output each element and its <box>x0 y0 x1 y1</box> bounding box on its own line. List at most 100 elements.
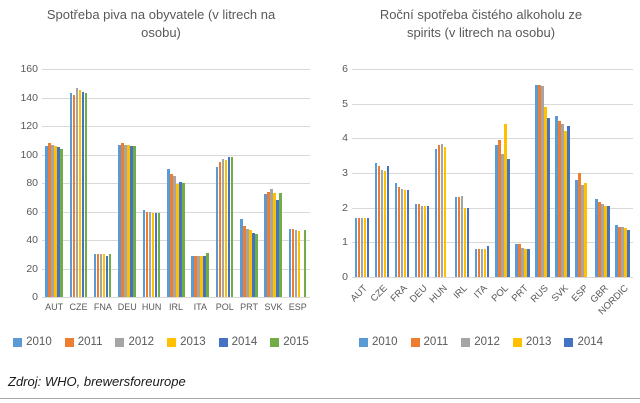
legend-label: 2014 <box>231 336 258 348</box>
bar-2011-NORDIC <box>618 226 621 277</box>
bar-2011-CZE <box>72 94 76 297</box>
bar-2011-DEU <box>121 143 124 297</box>
legend-swatch <box>358 337 368 347</box>
x-category-label: POL <box>215 302 234 312</box>
bar-2013-GBR <box>604 205 607 277</box>
bar-2013-FNA <box>102 254 106 297</box>
bar-2010-ITA <box>191 255 194 297</box>
beer-chart-title: Spotřeba piva na obyvatele (v litrech na… <box>0 6 322 41</box>
source-note: Zdroj: WHO, brewersforeurope <box>8 374 186 389</box>
bar-2010-HUN <box>434 148 438 277</box>
bar-2014-POL <box>507 159 510 277</box>
bar-2014-PRT <box>252 232 255 297</box>
x-category-label: AUT <box>45 302 64 312</box>
bar-2012-SVK <box>561 124 564 277</box>
bar-2013-CZE <box>78 90 82 297</box>
bar-2015-FNA <box>108 254 112 297</box>
legend-label: 2012 <box>128 336 155 348</box>
legend-item-2011: 2011 <box>410 336 448 348</box>
bar-2012-DEU <box>420 205 424 277</box>
gridline <box>352 173 633 174</box>
x-category-label: HUN <box>141 302 162 312</box>
bar-2012-HUN <box>148 211 152 297</box>
bar-2014-SVK <box>567 126 570 277</box>
bar-2011-GBR <box>598 202 601 277</box>
bar-2012-FNA <box>99 254 103 297</box>
legend-item-2014: 2014 <box>564 336 603 348</box>
bar-2012-GBR <box>601 204 604 277</box>
legend-label: 2010 <box>26 336 52 348</box>
legend-label: 2013 <box>525 336 552 348</box>
bar-2014-ITA <box>203 255 206 297</box>
legend-label: 2011 <box>77 336 103 348</box>
bar-2014-CZE <box>386 166 390 277</box>
bar-2010-ITA <box>474 249 478 277</box>
bar-2014-POL <box>227 157 231 297</box>
bar-2010-ESP <box>288 228 292 297</box>
legend-swatch <box>13 337 23 347</box>
bar-2014-SVK <box>276 200 279 297</box>
x-category-label: PRT <box>240 302 258 312</box>
legend-label: 2013 <box>180 336 206 348</box>
bar-2012-PRT <box>246 228 249 297</box>
bar-2014-NORDIC <box>627 230 630 277</box>
bar-2011-FNA <box>96 254 100 297</box>
bar-2015-DEU <box>133 145 136 297</box>
legend-label: 2015 <box>283 336 309 348</box>
bar-2014-AUT <box>366 218 370 277</box>
y-axis-tick-label: 80 <box>26 177 38 189</box>
legend-label: 2010 <box>371 336 398 348</box>
bar-2013-ESP <box>584 183 587 277</box>
y-axis-tick-label: 4 <box>342 132 348 145</box>
legend-item-2015: 2015 <box>270 336 309 348</box>
legend-swatch <box>64 337 74 347</box>
legend-swatch <box>167 337 177 347</box>
beer-chart-title-text: Spotřeba piva na obyvatele (v litrech na… <box>46 7 276 40</box>
bar-2015-POL <box>230 157 234 297</box>
bar-2011-POL <box>498 140 501 277</box>
bar-2013-NORDIC <box>624 228 627 277</box>
bar-2011-IRL <box>170 174 173 297</box>
bar-2012-ITA <box>197 255 200 297</box>
y-axis-tick-label: 5 <box>342 97 348 110</box>
bar-2010-SVK <box>264 194 267 297</box>
gridline <box>42 183 310 184</box>
x-category-label: DEU <box>117 302 137 312</box>
y-axis-tick-label: 100 <box>20 148 38 161</box>
x-category-label: SVK <box>264 302 283 312</box>
bar-2013-IRL <box>463 207 467 277</box>
bar-2013-RUS <box>544 107 547 277</box>
gridline <box>42 126 310 127</box>
bar-2011-SVK <box>558 121 561 277</box>
bar-2013-ITA <box>483 249 487 277</box>
bar-2010-ESP <box>575 179 578 277</box>
y-axis-tick-label: 20 <box>26 262 38 275</box>
bar-2011-IRL <box>457 197 461 277</box>
bar-2010-CZE <box>374 162 378 277</box>
gridline <box>352 138 633 140</box>
legend-swatch <box>218 337 228 347</box>
y-axis-tick-label: 60 <box>26 205 38 218</box>
bar-2013-CZE <box>383 171 387 277</box>
y-axis-tick-label: 2 <box>342 201 348 214</box>
gridline <box>352 69 633 70</box>
legend-swatch <box>115 337 125 347</box>
gridline <box>352 103 633 105</box>
beer-chart-legend: 2010 2011 2012 2013 2014 2015 <box>0 336 322 348</box>
bar-2012-CZE <box>380 169 384 277</box>
legend-item-2014: 2014 <box>218 336 258 348</box>
y-axis-tick-label: 160 <box>20 63 38 75</box>
bar-2015-CZE <box>84 93 88 297</box>
bar-2012-PRT <box>521 247 524 277</box>
bar-2012-SVK <box>270 188 273 297</box>
bar-2013-AUT <box>54 145 57 297</box>
bar-2013-SVK <box>273 192 276 297</box>
gridline <box>42 297 310 298</box>
beer-chart-plot: 0 20 40 60 80 100 120 140 160 AUT CZE FNA DEU HUN IRL I… <box>20 63 310 312</box>
bar-2010-CZE <box>69 93 73 297</box>
y-axis-tick-label: 140 <box>20 91 38 104</box>
bar-2012-AUT <box>360 218 364 277</box>
legend-swatch <box>270 337 280 347</box>
x-category-label: ITA <box>193 302 208 312</box>
